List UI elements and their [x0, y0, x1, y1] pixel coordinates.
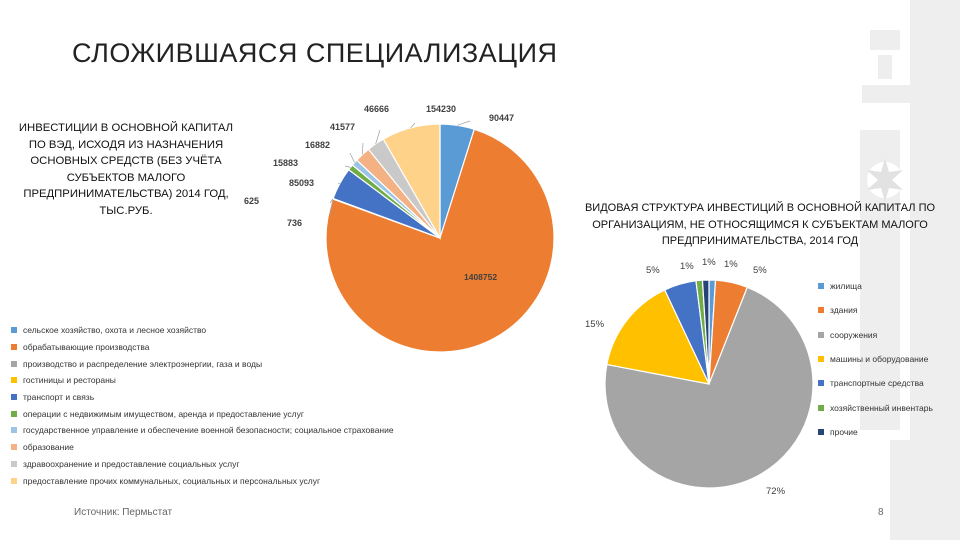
chart2-data-label: 1% — [724, 259, 738, 270]
chart1-legend-item: гостиницы и рестораны — [11, 372, 471, 389]
chart1-legend-swatch — [11, 477, 17, 484]
chart2-legend-item: прочие — [818, 420, 958, 444]
chart2-legend-label: машины и оборудование — [830, 354, 929, 365]
chart1-legend-item: транспорт и связь — [11, 389, 471, 406]
chart2-legend-label: хозяйственный инвентарь — [830, 402, 933, 413]
chart1-legend-item: обрабатывающие производства — [11, 339, 471, 356]
chart1-legend-label: производство и распределение электроэнер… — [23, 358, 263, 369]
page-title: СЛОЖИВШАЯСЯ СПЕЦИАЛИЗАЦИЯ — [72, 38, 558, 68]
chart1-legend-label: здравоохранение и предоставление социаль… — [23, 458, 240, 469]
watermark-emblem — [860, 0, 960, 540]
chart1-legend-label: гостиницы и рестораны — [23, 375, 116, 386]
chart2-data-label: 1% — [702, 257, 716, 268]
chart2-legend-swatch — [818, 380, 824, 387]
chart2-legend-label: жилища — [830, 281, 862, 292]
chart1-legend-item: предоставление прочих коммунальных, соци… — [11, 472, 471, 489]
chart2-legend-item: здания — [818, 298, 958, 322]
chart1-legend-label: операции с недвижимым имуществом, аренда… — [23, 408, 304, 419]
chart2-legend-label: сооружения — [830, 329, 878, 340]
chart2-data-label: 5% — [646, 265, 660, 276]
chart1-data-label: 16882 — [305, 140, 330, 150]
chart2-data-label: 1% — [680, 261, 694, 272]
chart1-data-label: 625 — [244, 196, 259, 206]
chart1-data-label: 46666 — [364, 104, 389, 114]
chart1-slice — [325, 128, 555, 353]
chart1-leader-line — [329, 198, 334, 204]
chart1-leader-line — [344, 165, 351, 168]
chart2-legend-swatch — [818, 331, 824, 338]
chart2-data-label: 15% — [585, 319, 605, 330]
chart1-legend-label: государственное управление и обеспечение… — [23, 425, 394, 436]
chart1-data-label: 41577 — [330, 122, 355, 132]
chart2-data-label: 72% — [766, 486, 786, 497]
chart1-data-label: 85093 — [289, 178, 314, 188]
chart1-leader-line — [410, 122, 416, 129]
chart1-legend: сельское хозяйство, охота и лесное хозяй… — [11, 322, 471, 489]
chart1-legend-swatch — [11, 410, 17, 417]
chart1-data-label: 1408752 — [464, 272, 497, 282]
chart1-legend-label: транспорт и связь — [23, 392, 95, 403]
chart1-legend-item: здравоохранение и предоставление социаль… — [11, 456, 471, 473]
chart1-data-label: 15883 — [273, 158, 298, 168]
chart2-legend: жилища здания сооружения машины и оборудова… — [818, 274, 958, 444]
chart1-legend-swatch — [11, 377, 17, 384]
chart2-legend-swatch — [818, 307, 824, 314]
chart2-slice — [701, 279, 710, 385]
source-note: Источник: Пермьстат — [74, 507, 173, 518]
chart2-legend-item: машины и оборудование — [818, 347, 958, 371]
chart1-leader-line — [362, 142, 364, 155]
chart1-legend-item: государственное управление и обеспечение… — [11, 422, 471, 439]
chart1-leader-line — [457, 120, 471, 126]
chart2-legend-item: транспортные средства — [818, 371, 958, 395]
chart2-legend-label: здания — [830, 305, 858, 316]
chart1-data-label: 736 — [287, 218, 302, 228]
chart1-caption: ИНВЕСТИЦИИ В ОСНОВНОЙ КАПИТАЛ ПО ВЭД, ИС… — [18, 122, 234, 217]
chart1-legend-item: образование — [11, 439, 471, 456]
chart1-legend-label: образование — [23, 442, 74, 453]
chart2-legend-swatch — [818, 356, 824, 363]
chart1-legend-label: обрабатывающие производства — [23, 342, 150, 353]
page-number: 8 — [878, 507, 884, 518]
chart1-leader-line — [349, 152, 355, 163]
chart2-slice — [604, 286, 814, 489]
chart2-legend-item: сооружения — [818, 323, 958, 347]
chart1-legend-swatch — [11, 360, 17, 367]
chart1-legend-item: сельское хозяйство, охота и лесное хозяй… — [11, 322, 471, 339]
chart2-legend-swatch — [818, 404, 824, 411]
chart1-legend-label: сельское хозяйство, охота и лесное хозяй… — [23, 325, 207, 336]
chart1-leader-line — [337, 182, 340, 184]
chart1-leader-line — [375, 129, 381, 145]
chart1-slice — [382, 123, 441, 241]
chart2-slice — [606, 289, 711, 385]
chart2-legend-swatch — [818, 428, 824, 435]
chart2-data-label: 5% — [753, 265, 767, 276]
chart2-legend-label: транспортные средства — [830, 378, 924, 389]
chart1-legend-swatch — [11, 394, 17, 401]
chart1-leader-line — [329, 198, 334, 216]
chart2-caption: ВИДОВАЯ СТРУКТУРА ИНВЕСТИЦИЙ В ОСНОВНОЙ … — [584, 202, 936, 247]
chart1-legend-item: производство и распределение электроэнер… — [11, 355, 471, 372]
chart2-legend-swatch — [818, 283, 824, 290]
chart1-legend-item: операции с недвижимым имуществом, аренда… — [11, 405, 471, 422]
chart1-data-label: 154230 — [426, 104, 456, 114]
chart2-legend-item: жилища — [818, 274, 958, 298]
chart1-legend-swatch — [11, 444, 17, 451]
chart1-legend-swatch — [11, 327, 17, 334]
chart1-legend-swatch — [11, 427, 17, 434]
chart1-data-label: 90447 — [489, 113, 514, 123]
chart2-legend-item: хозяйственный инвентарь — [818, 395, 958, 419]
chart2-legend-label: прочие — [830, 426, 858, 437]
chart1-legend-label: предоставление прочих коммунальных, соци… — [23, 475, 321, 486]
chart1-legend-swatch — [11, 344, 17, 351]
chart1-legend-swatch — [11, 460, 17, 467]
